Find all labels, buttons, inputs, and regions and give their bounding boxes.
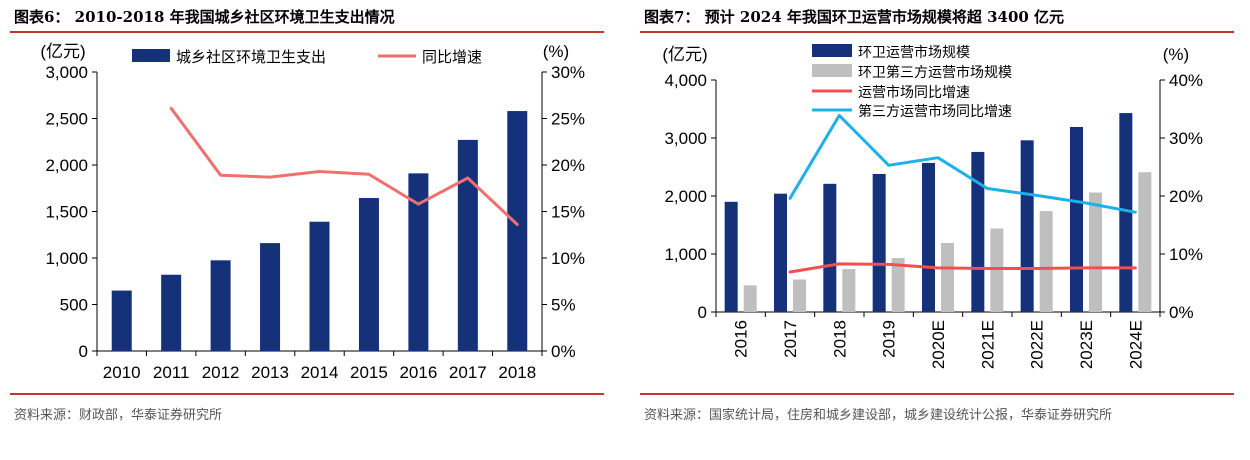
bar [457, 139, 478, 351]
series-line [788, 113, 1137, 214]
x-tick-label: 2018 [498, 363, 536, 382]
y2-tick-label: 25% [551, 110, 585, 129]
bar [774, 193, 787, 312]
y-axis-unit: (亿元) [662, 45, 707, 64]
bar [1020, 140, 1034, 312]
y-tick-label: 1,500 [45, 203, 88, 222]
legend-label: 城乡社区环境卫生支出 [176, 48, 326, 66]
y2-tick-label: 0% [1169, 303, 1194, 322]
y2-tick-label: 5% [551, 296, 576, 315]
x-tick-label: 2014 [301, 363, 339, 382]
bar [990, 228, 1004, 312]
bar [210, 260, 231, 351]
chart-right: 0 1,000 2,000 3,000 4,000 0% 10% 20% 30% 40% (亿元) (… [662, 44, 1203, 369]
x-tick-label: 2017 [449, 363, 487, 382]
y2-tick-label: 10% [551, 249, 585, 268]
x-tick-label: 2016 [399, 363, 437, 382]
bar [309, 221, 330, 351]
chart-source: 资料来源：国家统计局，住房和城乡建设部，城乡建设统计公报，华泰证券研究所 [644, 408, 1113, 423]
legend-label: 运营市场同比增速 [858, 84, 970, 100]
y-tick-label: 500 [60, 296, 88, 315]
legend-label: 环卫运营市场规模 [858, 44, 970, 60]
bar [1039, 211, 1053, 312]
x-tick-label: 2023E [1077, 320, 1096, 369]
x-tick-label: 2021E [978, 320, 997, 369]
legend-swatch [812, 64, 852, 77]
bar [111, 290, 132, 351]
legend-label: 环卫第三方运营市场规模 [858, 64, 1012, 80]
y2-axis-unit: (%) [1163, 45, 1189, 64]
bar [941, 242, 954, 312]
series-line [169, 106, 519, 226]
bar [823, 183, 837, 312]
bar [161, 274, 182, 351]
x-tick-label: 2010 [103, 363, 141, 382]
title-rule [10, 31, 604, 33]
legend-label: 第三方运营市场同比增速 [858, 103, 1012, 119]
bar [891, 258, 905, 312]
y2-tick-label: 15% [551, 203, 585, 222]
x-tick-label: 2022E [1028, 320, 1047, 369]
bar [793, 279, 806, 312]
chart-left: 0 500 1,000 1,500 2,000 2,500 3,000 0% 5% 10% 15% 2… [40, 42, 585, 382]
bar [842, 269, 856, 312]
legend-swatch [812, 44, 852, 57]
series-line [788, 262, 1137, 274]
y-axis-unit: (亿元) [40, 42, 85, 61]
bar [1119, 113, 1133, 312]
chart-source: 资料来源：财政部，华泰证券研究所 [14, 408, 223, 423]
y-tick-label: 2,000 [45, 156, 88, 175]
y-tick-label: 3,000 [664, 129, 707, 148]
x-tick-label: 2015 [350, 363, 388, 382]
y2-tick-label: 20% [551, 156, 585, 175]
bar [1070, 126, 1083, 312]
y2-tick-label: 10% [1169, 245, 1203, 264]
y-tick-label: 1,000 [45, 249, 88, 268]
chart-panel-right: 图表7： 预计 2024 年我国环卫运营市场规模将超 3400 亿元 0 1,00… [630, 0, 1240, 460]
x-tick-label: 2020E [929, 320, 948, 369]
chart-title: 图表6： 2010-2018 年我国城乡社区环境卫生支出情况 [14, 8, 395, 26]
bar [922, 162, 935, 312]
legend-swatch [132, 49, 170, 62]
x-tick-label: 2017 [781, 320, 800, 358]
x-tick-label: 2016 [732, 320, 751, 358]
x-tick-label: 2018 [830, 320, 849, 358]
y2-tick-label: 20% [1169, 187, 1203, 206]
bar [260, 243, 281, 351]
legend-label: 同比增速 [422, 49, 482, 66]
y-tick-label: 2,000 [664, 187, 707, 206]
y-tick-label: 1,000 [664, 245, 707, 264]
bar [724, 201, 738, 312]
x-tick-label: 2011 [153, 363, 190, 382]
bar [971, 151, 985, 312]
y-tick-label: 3,000 [45, 63, 88, 82]
source-rule [640, 393, 1234, 395]
y2-tick-label: 30% [1169, 129, 1203, 148]
y2-tick-label: 30% [551, 63, 585, 82]
y-tick-label: 4,000 [664, 71, 707, 90]
bar [358, 198, 379, 351]
y2-axis-unit: (%) [543, 42, 569, 61]
x-tick-label: 2013 [251, 363, 289, 382]
bar [743, 285, 757, 312]
y-tick-label: 2,500 [45, 110, 88, 129]
x-tick-label: 2019 [880, 320, 899, 358]
bar [872, 173, 886, 312]
chart-panel-left: 图表6： 2010-2018 年我国城乡社区环境卫生支出情况 0 500 1,000… [0, 0, 610, 460]
y2-tick-label: 40% [1169, 71, 1203, 90]
y-tick-label: 0 [698, 303, 707, 322]
title-rule [640, 31, 1234, 33]
y2-tick-label: 0% [551, 342, 576, 361]
bar [507, 111, 528, 351]
x-tick-label: 2024E [1126, 320, 1145, 369]
bar [1138, 172, 1152, 312]
chart-title: 图表7： 预计 2024 年我国环卫运营市场规模将超 3400 亿元 [644, 8, 1065, 26]
x-tick-label: 2012 [202, 363, 240, 382]
bar [408, 173, 429, 351]
y-tick-label: 0 [79, 342, 88, 361]
source-rule [10, 393, 604, 395]
bar [1089, 192, 1102, 312]
